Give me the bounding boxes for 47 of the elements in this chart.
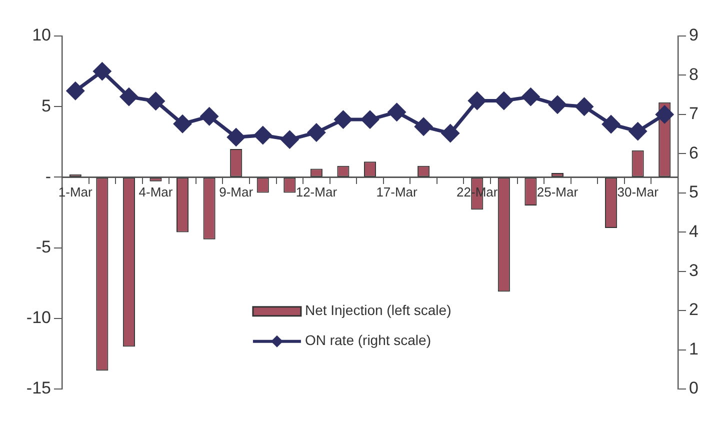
y-tick-label: 5 — [42, 96, 51, 116]
point — [656, 106, 674, 124]
y-tick-label: 10 — [32, 26, 51, 45]
point — [146, 92, 164, 110]
y2-tick-label: 9 — [689, 26, 698, 45]
point — [442, 124, 460, 142]
legend-label: Net Injection (left scale) — [304, 302, 452, 318]
x-tick-label: 4-Mar — [138, 184, 174, 200]
x-tick-label: 30-Mar — [617, 184, 660, 200]
point — [93, 62, 111, 80]
point — [495, 92, 513, 110]
y-tick-label: -15 — [26, 378, 51, 398]
y-tick-label: -5 — [36, 237, 51, 256]
point — [254, 126, 272, 144]
y2-tick-label: 2 — [689, 300, 698, 320]
point — [120, 88, 138, 106]
point — [629, 122, 647, 140]
point — [227, 128, 245, 146]
point — [308, 124, 326, 142]
y2-tick-label: 6 — [689, 143, 698, 162]
point — [361, 110, 379, 128]
y-tick-label: - — [45, 166, 51, 186]
legend-label: ON rate (right scale) — [304, 332, 432, 348]
y2-tick-label: 7 — [689, 104, 698, 124]
y-tick-label: -10 — [26, 308, 51, 328]
x-tick-label: 17-Mar — [376, 184, 418, 200]
point — [576, 98, 594, 116]
x-tick-label: 25-Mar — [536, 184, 579, 200]
point — [548, 96, 566, 114]
point — [334, 110, 352, 128]
point — [522, 88, 540, 106]
point — [602, 116, 620, 133]
point — [414, 118, 432, 136]
y2-tick-label: 0 — [689, 378, 698, 398]
point — [200, 108, 218, 126]
point — [66, 82, 84, 100]
point — [280, 130, 298, 148]
y2-tick-label: 5 — [689, 182, 698, 202]
y2-tick-label: 1 — [689, 339, 698, 358]
point — [468, 92, 486, 110]
x-tick-label: 9-Mar — [219, 184, 254, 200]
point — [388, 103, 406, 121]
point — [174, 115, 192, 133]
y2-tick-label: 3 — [689, 261, 698, 280]
y2-tick-label: 8 — [689, 64, 698, 84]
x-tick-label: 12-Mar — [296, 184, 338, 200]
y2-tick-label: 4 — [689, 222, 698, 241]
